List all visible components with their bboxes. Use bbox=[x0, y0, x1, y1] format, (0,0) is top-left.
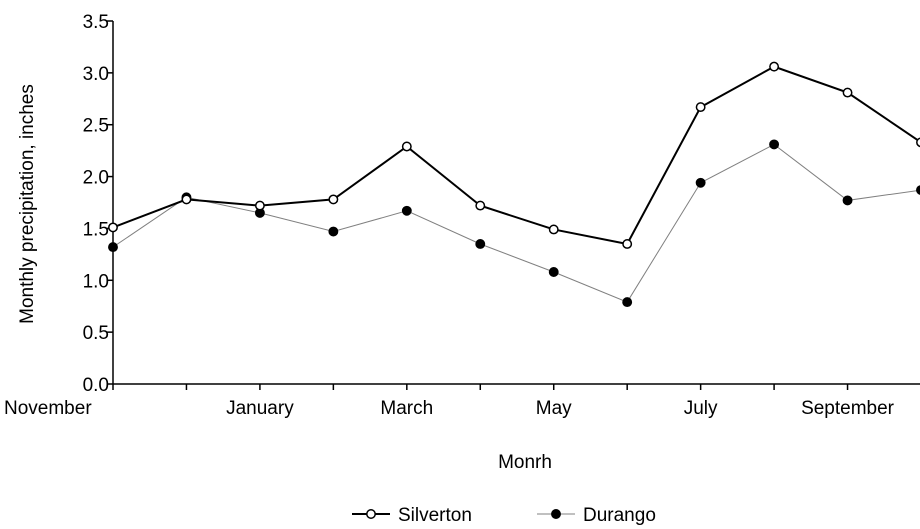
legend-item-durango: Durango bbox=[537, 505, 656, 526]
series-silverton bbox=[108, 61, 920, 249]
data-point bbox=[108, 222, 118, 233]
legend-marker bbox=[366, 509, 376, 519]
y-axis-title: Monthly precipitation, inches bbox=[17, 84, 38, 324]
y-tick-label: 1.5 bbox=[83, 219, 109, 240]
data-point bbox=[916, 137, 920, 148]
x-tick-label: January bbox=[226, 398, 294, 419]
data-point bbox=[254, 200, 265, 211]
data-point bbox=[842, 195, 853, 206]
data-point bbox=[695, 177, 706, 188]
series-line bbox=[112, 65, 920, 246]
data-point bbox=[401, 141, 412, 152]
series-durango bbox=[108, 139, 920, 308]
y-tick-label: 1.0 bbox=[83, 271, 109, 292]
data-point bbox=[401, 205, 412, 216]
x-tick-label: September bbox=[801, 398, 895, 419]
x-tick-label: March bbox=[380, 398, 433, 419]
x-tick-label: May bbox=[536, 398, 572, 419]
data-point bbox=[548, 267, 559, 277]
data-point bbox=[695, 102, 706, 113]
data-point bbox=[328, 194, 339, 205]
data-point bbox=[108, 242, 118, 253]
legend-label: Silverton bbox=[398, 505, 472, 526]
y-tick-label: 0.5 bbox=[83, 323, 109, 344]
data-point bbox=[328, 226, 339, 237]
data-point bbox=[548, 224, 559, 235]
x-axis-title: Monrh bbox=[498, 452, 552, 473]
x-tick-label: November bbox=[4, 398, 92, 419]
data-point bbox=[622, 297, 633, 308]
series-layer bbox=[108, 61, 920, 308]
data-point bbox=[475, 200, 486, 211]
y-tick-label: 3.5 bbox=[83, 12, 109, 33]
legend-label: Durango bbox=[583, 505, 656, 526]
y-axis: 0.0 0.5 1.0 1.5 2.0 2.5 3.0 3.5 bbox=[83, 12, 114, 396]
y-tick-label: 0.0 bbox=[83, 375, 109, 396]
data-point bbox=[769, 61, 780, 72]
x-axis: November January March May July September bbox=[4, 383, 920, 419]
y-tick-label: 3.0 bbox=[83, 64, 109, 85]
legend: Silverton Durango bbox=[352, 505, 656, 526]
data-point bbox=[622, 239, 633, 249]
data-point bbox=[916, 185, 920, 195]
legend-marker bbox=[551, 509, 561, 519]
x-tick-label: July bbox=[684, 398, 718, 419]
data-point bbox=[769, 139, 780, 150]
legend-item-silverton: Silverton bbox=[352, 505, 472, 526]
series-line bbox=[112, 143, 920, 303]
y-tick-label: 2.0 bbox=[83, 168, 109, 189]
y-tick-label: 2.5 bbox=[83, 116, 109, 137]
data-point bbox=[181, 194, 192, 205]
data-point bbox=[475, 239, 486, 249]
data-point bbox=[842, 87, 853, 98]
